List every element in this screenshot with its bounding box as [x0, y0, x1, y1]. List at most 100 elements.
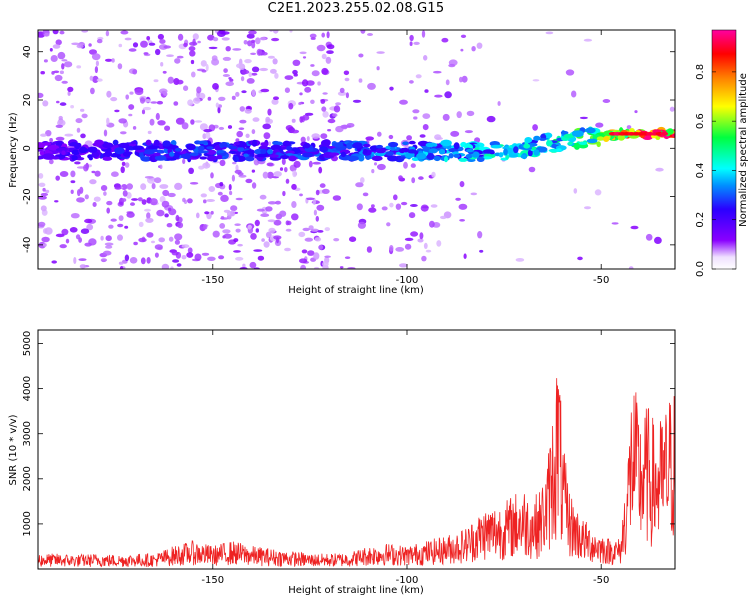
spectrogram-speckle [206, 199, 215, 202]
spectrogram-speckle [54, 74, 63, 82]
spectrogram-speckle [150, 101, 158, 104]
spectrogram-speckle [222, 56, 232, 61]
spectrogram-speckle [217, 191, 223, 196]
spectrogram-speckle [349, 236, 357, 242]
spectrogram-ridge-blob [179, 151, 187, 154]
spectrogram-speckle [271, 37, 280, 42]
spectrogram-speckle [440, 215, 447, 220]
spectrogram-speckle [132, 42, 139, 48]
spectrogram-speckle [573, 188, 578, 194]
spectrogram-speckle [96, 38, 103, 44]
spectrogram-speckle [247, 40, 253, 47]
spectrogram-speckle [58, 115, 63, 121]
spectrogram-speckle [117, 223, 124, 228]
spectrogram-speckle [95, 60, 99, 67]
spectrogram-speckle [43, 59, 48, 63]
snr-series-line [38, 378, 675, 568]
spectrogram-speckle [114, 109, 120, 113]
spectrogram-speckle [105, 58, 113, 62]
spectrogram-speckle [367, 82, 376, 90]
spectrogram-speckle [300, 264, 306, 269]
spectrogram-speckle [270, 68, 277, 74]
spectrogram-speckle [175, 214, 180, 222]
spectrogram-speckle [315, 189, 320, 196]
spectrogram-speckle [272, 30, 279, 34]
spectrogram-speckle [459, 219, 465, 222]
y-tick-label: 40 [22, 45, 33, 58]
spectrogram-speckle [230, 205, 238, 212]
spectrogram-speckle [168, 236, 174, 242]
spectrogram-speckle [160, 62, 164, 67]
spectrogram-ridge-blob [130, 141, 137, 145]
spectrogram-speckle [332, 113, 338, 117]
spectrogram-speckle [583, 38, 593, 42]
spectrogram-speckle [81, 113, 88, 119]
spectrogram-speckle [262, 123, 272, 130]
spectrogram-speckle [434, 94, 443, 98]
spectrogram-speckle [292, 170, 297, 178]
spectrogram-speckle [114, 186, 122, 190]
spectrogram-speckle [322, 261, 329, 267]
spectrogram-speckle [154, 177, 162, 184]
spectrogram-speckle [41, 236, 50, 243]
spectrogram-speckle [267, 171, 274, 179]
spectrogram-ridge-blob [256, 153, 268, 158]
spectrogram-x-ticks: -150 -100 -50 [201, 30, 609, 286]
spectrogram-ridge-blob [399, 148, 406, 154]
spectrogram-ridge-blob [114, 147, 125, 155]
spectrogram-speckle [302, 227, 310, 232]
spectrogram-ridge-blob [280, 155, 290, 160]
spectrogram-speckle [355, 182, 364, 188]
spectrogram-speckle [45, 189, 50, 194]
spectrogram-speckle [333, 238, 340, 242]
spectrogram-speckle [76, 197, 85, 203]
spectrogram-speckle [207, 256, 216, 261]
spectrogram-ridge-blob [303, 142, 311, 149]
spectrogram-speckle [48, 159, 54, 165]
spectrogram-speckle [198, 92, 206, 100]
spectrogram-speckle [93, 196, 101, 202]
spectrogram-frame [37, 29, 676, 270]
spectrogram-speckle [337, 91, 347, 96]
spectrogram-speckle [477, 231, 483, 239]
spectrogram-speckle [154, 244, 163, 250]
spectrogram-ridge-blob [546, 140, 553, 147]
spectrogram-speckle [155, 112, 160, 121]
spectrogram-y-axis-label: Frequency (Hz) [8, 112, 19, 188]
spectrogram-speckle [310, 37, 316, 40]
spectrogram-speckle [284, 87, 290, 93]
spectrogram-ridge-blob [563, 133, 575, 139]
colorbar-tick-label: 0.0 [695, 261, 706, 277]
spectrogram-speckle [157, 33, 164, 40]
spectrogram-ridge-blob [189, 152, 199, 157]
y-tick-label: 4000 [22, 376, 33, 401]
spectrogram-speckle [411, 177, 416, 184]
spectrogram-speckle [55, 39, 62, 46]
spectrogram-ridge-blob [561, 131, 569, 135]
spectrogram-speckle [140, 257, 146, 265]
spectrogram-speckle [144, 99, 151, 103]
spectrogram-speckle [669, 106, 675, 112]
spectrogram-speckle [579, 116, 588, 120]
spectrogram-speckle [471, 46, 476, 52]
spectrogram-speckle [200, 193, 207, 198]
spectrogram-speckle [284, 247, 291, 252]
spectrogram-speckle [431, 171, 436, 178]
spectrogram-speckle [139, 97, 146, 104]
spectrogram-speckle [144, 208, 151, 212]
spectrogram-ridge-blob [471, 151, 480, 158]
spectrogram-speckle [275, 200, 281, 205]
spectrogram-speckle [242, 263, 246, 268]
spectrogram-speckle [611, 222, 619, 225]
spectrogram-speckle [299, 92, 303, 96]
snr-x-ticks: -150 -100 -50 [201, 330, 609, 586]
spectrogram-speckle [321, 188, 330, 194]
spectrogram-speckle [307, 250, 315, 256]
spectrogram-speckle [159, 184, 169, 189]
x-tick-label: -50 [593, 575, 609, 586]
snr-frame [37, 329, 676, 570]
spectrogram-speckle [279, 210, 287, 217]
spectrogram-speckle [317, 230, 324, 233]
spectrogram-speckle [211, 58, 220, 66]
spectrogram-speckle [249, 261, 257, 269]
